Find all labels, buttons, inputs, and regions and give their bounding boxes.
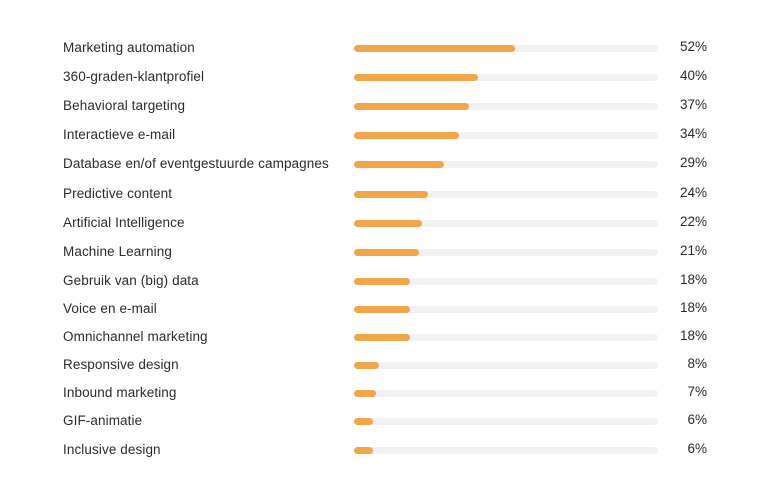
bar-track bbox=[354, 161, 658, 168]
value-label: 29% bbox=[679, 155, 707, 170]
chart-row: Omnichannel marketing 18% bbox=[0, 323, 770, 351]
value-label: 18% bbox=[679, 328, 707, 343]
value-label: 18% bbox=[679, 272, 707, 287]
bar-track bbox=[354, 418, 658, 425]
bar bbox=[354, 132, 460, 139]
value-label: 24% bbox=[679, 185, 707, 200]
bar-track bbox=[354, 132, 658, 139]
bar-track bbox=[354, 249, 658, 256]
chart-row: Inbound marketing 7% bbox=[0, 379, 770, 407]
chart-row: Behavioral targeting 37% bbox=[0, 92, 770, 120]
value-label: 18% bbox=[679, 300, 707, 315]
bar-track bbox=[354, 362, 658, 369]
chart-row: 360-graden-klantprofiel 40% bbox=[0, 63, 770, 91]
bar bbox=[354, 191, 429, 198]
bar bbox=[354, 306, 410, 313]
bar bbox=[354, 390, 376, 397]
bar-track bbox=[354, 220, 658, 227]
bar-track bbox=[354, 278, 658, 285]
category-label: Artificial Intelligence bbox=[63, 215, 185, 230]
chart-row: Voice en e-mail 18% bbox=[0, 295, 770, 323]
bar-track bbox=[354, 74, 658, 81]
category-label: GIF-animatie bbox=[63, 413, 143, 428]
category-label: Voice en e-mail bbox=[63, 301, 157, 316]
bar bbox=[354, 362, 379, 369]
category-label: Gebruik van (big) data bbox=[63, 273, 199, 288]
bar bbox=[354, 161, 444, 168]
chart-row: Artificial Intelligence 22% bbox=[0, 209, 770, 237]
value-label: 7% bbox=[687, 384, 707, 399]
chart-row: Gebruik van (big) data 18% bbox=[0, 267, 770, 295]
value-label: 34% bbox=[679, 126, 707, 141]
bar bbox=[354, 447, 373, 454]
value-label: 40% bbox=[679, 68, 707, 83]
value-label: 37% bbox=[679, 97, 707, 112]
category-label: Database en/of eventgestuurde campagnes bbox=[63, 156, 329, 171]
bar bbox=[354, 103, 469, 110]
value-label: 8% bbox=[687, 356, 707, 371]
category-label: Marketing automation bbox=[63, 40, 195, 55]
chart-row: GIF-animatie 6% bbox=[0, 407, 770, 435]
bar-track bbox=[354, 334, 658, 341]
category-label: Inclusive design bbox=[63, 442, 161, 457]
chart-row: Machine Learning 21% bbox=[0, 238, 770, 266]
bar-track bbox=[354, 103, 658, 110]
bar bbox=[354, 334, 410, 341]
category-label: Responsive design bbox=[63, 357, 179, 372]
bar-track bbox=[354, 447, 658, 454]
bar bbox=[354, 249, 420, 256]
bar bbox=[354, 418, 373, 425]
chart-row: Database en/of eventgestuurde campagnes 2… bbox=[0, 150, 770, 178]
value-label: 6% bbox=[687, 412, 707, 427]
value-label: 21% bbox=[679, 243, 707, 258]
bar bbox=[354, 278, 410, 285]
category-label: Inbound marketing bbox=[63, 385, 177, 400]
value-label: 22% bbox=[679, 214, 707, 229]
category-label: 360-graden-klantprofiel bbox=[63, 69, 205, 84]
chart-row: Marketing automation 52% bbox=[0, 34, 770, 62]
category-label: Interactieve e-mail bbox=[63, 127, 176, 142]
bar bbox=[354, 220, 423, 227]
chart-row: Interactieve e-mail 34% bbox=[0, 121, 770, 149]
bar-track bbox=[354, 306, 658, 313]
bar bbox=[354, 45, 516, 52]
category-label: Omnichannel marketing bbox=[63, 329, 208, 344]
bar-track bbox=[354, 390, 658, 397]
chart-row: Predictive content 24% bbox=[0, 180, 770, 208]
bar-track bbox=[354, 45, 658, 52]
bar bbox=[354, 74, 478, 81]
chart-row: Responsive design 8% bbox=[0, 351, 770, 379]
category-label: Machine Learning bbox=[63, 244, 172, 259]
bar-track bbox=[354, 191, 658, 198]
chart-row: Inclusive design 6% bbox=[0, 436, 770, 464]
value-label: 6% bbox=[687, 441, 707, 456]
value-label: 52% bbox=[679, 39, 707, 54]
category-label: Behavioral targeting bbox=[63, 98, 186, 113]
category-label: Predictive content bbox=[63, 186, 173, 201]
